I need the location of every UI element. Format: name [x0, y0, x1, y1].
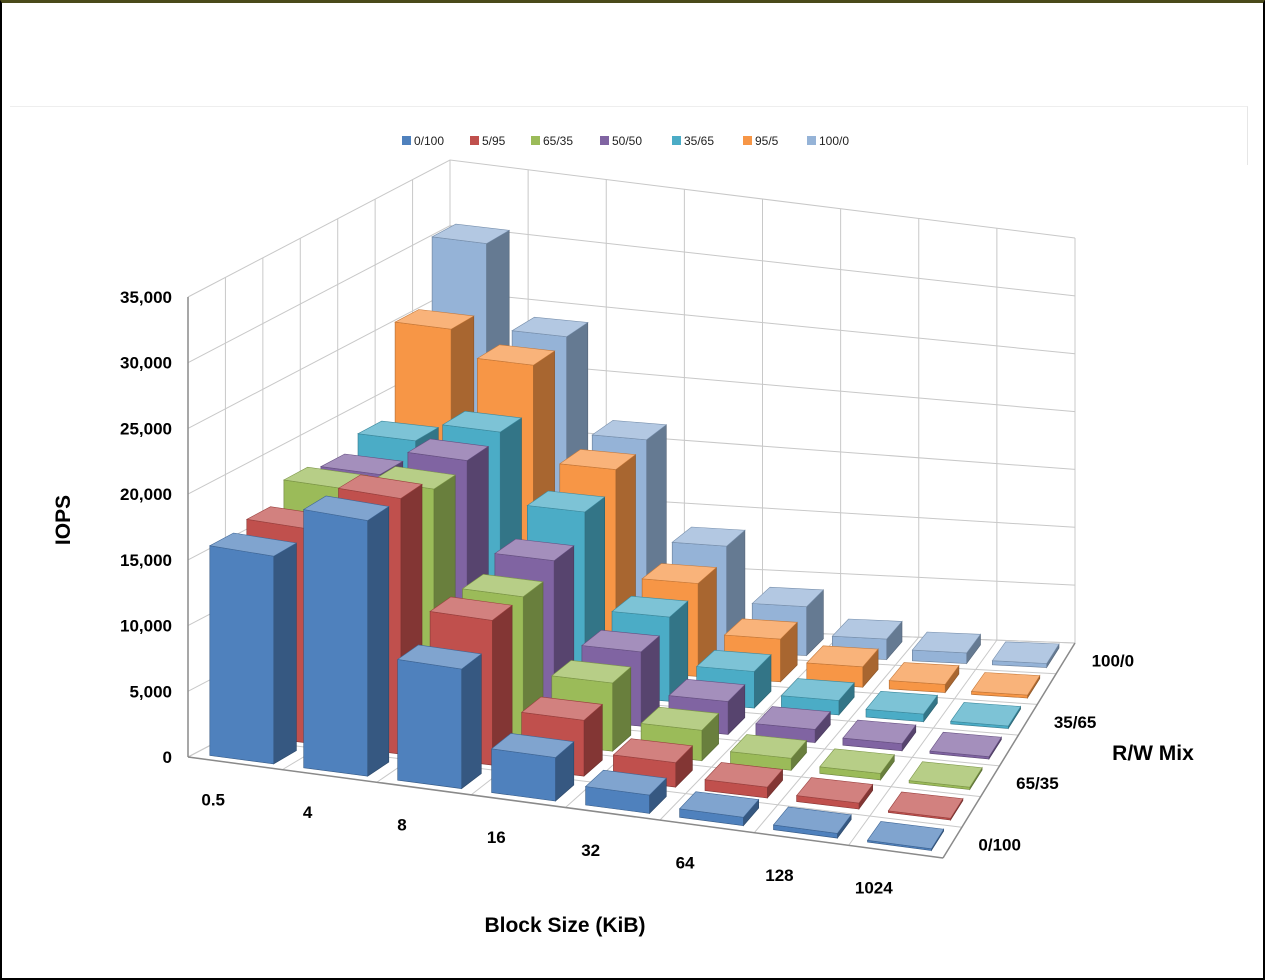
x-tick-label: 4: [303, 803, 313, 822]
bar-95-5-64: [806, 645, 879, 689]
legend-item-95-5: 95/5: [743, 134, 779, 148]
grid-line-floor-x-6: [753, 636, 920, 834]
grid-line-z-6: [187, 225, 1076, 364]
legend-label: 65/35: [543, 134, 573, 148]
legend-swatch: [402, 136, 411, 145]
depth-axis-title: R/W Mix: [1112, 742, 1194, 765]
legend-swatch: [672, 136, 681, 145]
bar-100-0-128: [911, 631, 982, 665]
bar-5-95-1024: [887, 791, 964, 822]
depth-tick-label: 35/65: [1054, 713, 1097, 732]
bar-0-100-0.5: [208, 532, 298, 765]
bar-5-95-128: [796, 777, 874, 810]
bar-0-100-4: [302, 495, 390, 777]
bar-0-100-128: [772, 806, 852, 840]
depth-axis-line: [942, 642, 1076, 859]
bar-35-65-64: [780, 678, 855, 716]
grid-line-z-5: [187, 290, 1076, 429]
legend-label: 50/50: [612, 134, 642, 148]
legend-label: 5/95: [482, 134, 506, 148]
x-tick-label: 64: [676, 853, 695, 872]
bar-0-100-8: [396, 644, 483, 790]
depth-tick-label: 65/35: [1016, 774, 1059, 793]
legend-label: 0/100: [414, 134, 444, 148]
z-axis-title: IOPS: [52, 495, 75, 545]
x-axis-title: Block Size (KiB): [484, 914, 645, 937]
legend-item-0-100: 0/100: [402, 134, 444, 148]
legend-item-50-50: 50/50: [600, 134, 642, 148]
bar-65-35-128: [819, 748, 895, 781]
x-tick-label: 8: [397, 816, 406, 835]
bar-35-65-128: [865, 690, 938, 723]
legend-label: 35/65: [684, 134, 714, 148]
grid-line-floor-x-7: [848, 639, 998, 846]
bar-0-100-64: [678, 791, 760, 827]
x-tick-label: 32: [581, 841, 600, 860]
bar-35-65-1024: [950, 702, 1022, 730]
x-tick-label: 128: [765, 866, 793, 885]
grid-line-z-7: [187, 159, 1076, 298]
legend-item-5-95: 5/95: [470, 134, 506, 148]
legend-swatch: [531, 136, 540, 145]
x-tick-label: 0.5: [201, 790, 225, 809]
x-tick-label: 1024: [855, 879, 893, 898]
bar-65-35-1024: [908, 761, 983, 791]
bar-50-50-1024: [929, 731, 1002, 761]
bars: [208, 223, 1060, 852]
legend-swatch: [470, 136, 479, 145]
legend-label: 95/5: [755, 134, 779, 148]
bar-95-5-1024: [970, 672, 1041, 700]
bar-0-100-32: [584, 769, 667, 815]
bar-95-5-128: [888, 662, 960, 694]
bar-0-100-16: [490, 733, 575, 802]
legend: 0/100 5/95 65/35 50/50 35/65 95/5 100/0: [402, 134, 849, 148]
z-tick-label: 10,000: [120, 617, 172, 636]
legend-label: 100/0: [819, 134, 849, 148]
bar-65-35-64: [729, 734, 808, 772]
tick-labels: 0 5,000 10,000 15,000 20,000 25,000 30,000 35,0…: [120, 288, 1134, 898]
legend-swatch: [743, 136, 752, 145]
z-tick-label: 5,000: [129, 682, 172, 701]
bar-100-0-1024: [991, 641, 1060, 669]
x-axis-line: [187, 756, 944, 859]
depth-tick-label: 100/0: [1092, 651, 1135, 670]
z-tick-label: 30,000: [120, 354, 172, 373]
legend-panel: [10, 106, 1248, 165]
z-tick-label: 35,000: [120, 288, 172, 307]
legend-item-35-65: 35/65: [672, 134, 714, 148]
z-tick-label: 0: [163, 748, 172, 767]
legend-swatch: [600, 136, 609, 145]
z-tick-label: 20,000: [120, 485, 172, 504]
bar-0-100-1024: [866, 821, 945, 852]
z-tick-label: 15,000: [120, 551, 172, 570]
bar-5-95-64: [704, 762, 784, 799]
legend-item-100-0: 100/0: [807, 134, 849, 148]
legend-swatch: [807, 136, 816, 145]
depth-tick-label: 0/100: [978, 836, 1021, 855]
legend-item-65-35: 65/35: [531, 134, 573, 148]
bar-50-50-128: [842, 719, 917, 752]
x-tick-label: 16: [487, 828, 506, 847]
z-tick-label: 25,000: [120, 419, 172, 438]
